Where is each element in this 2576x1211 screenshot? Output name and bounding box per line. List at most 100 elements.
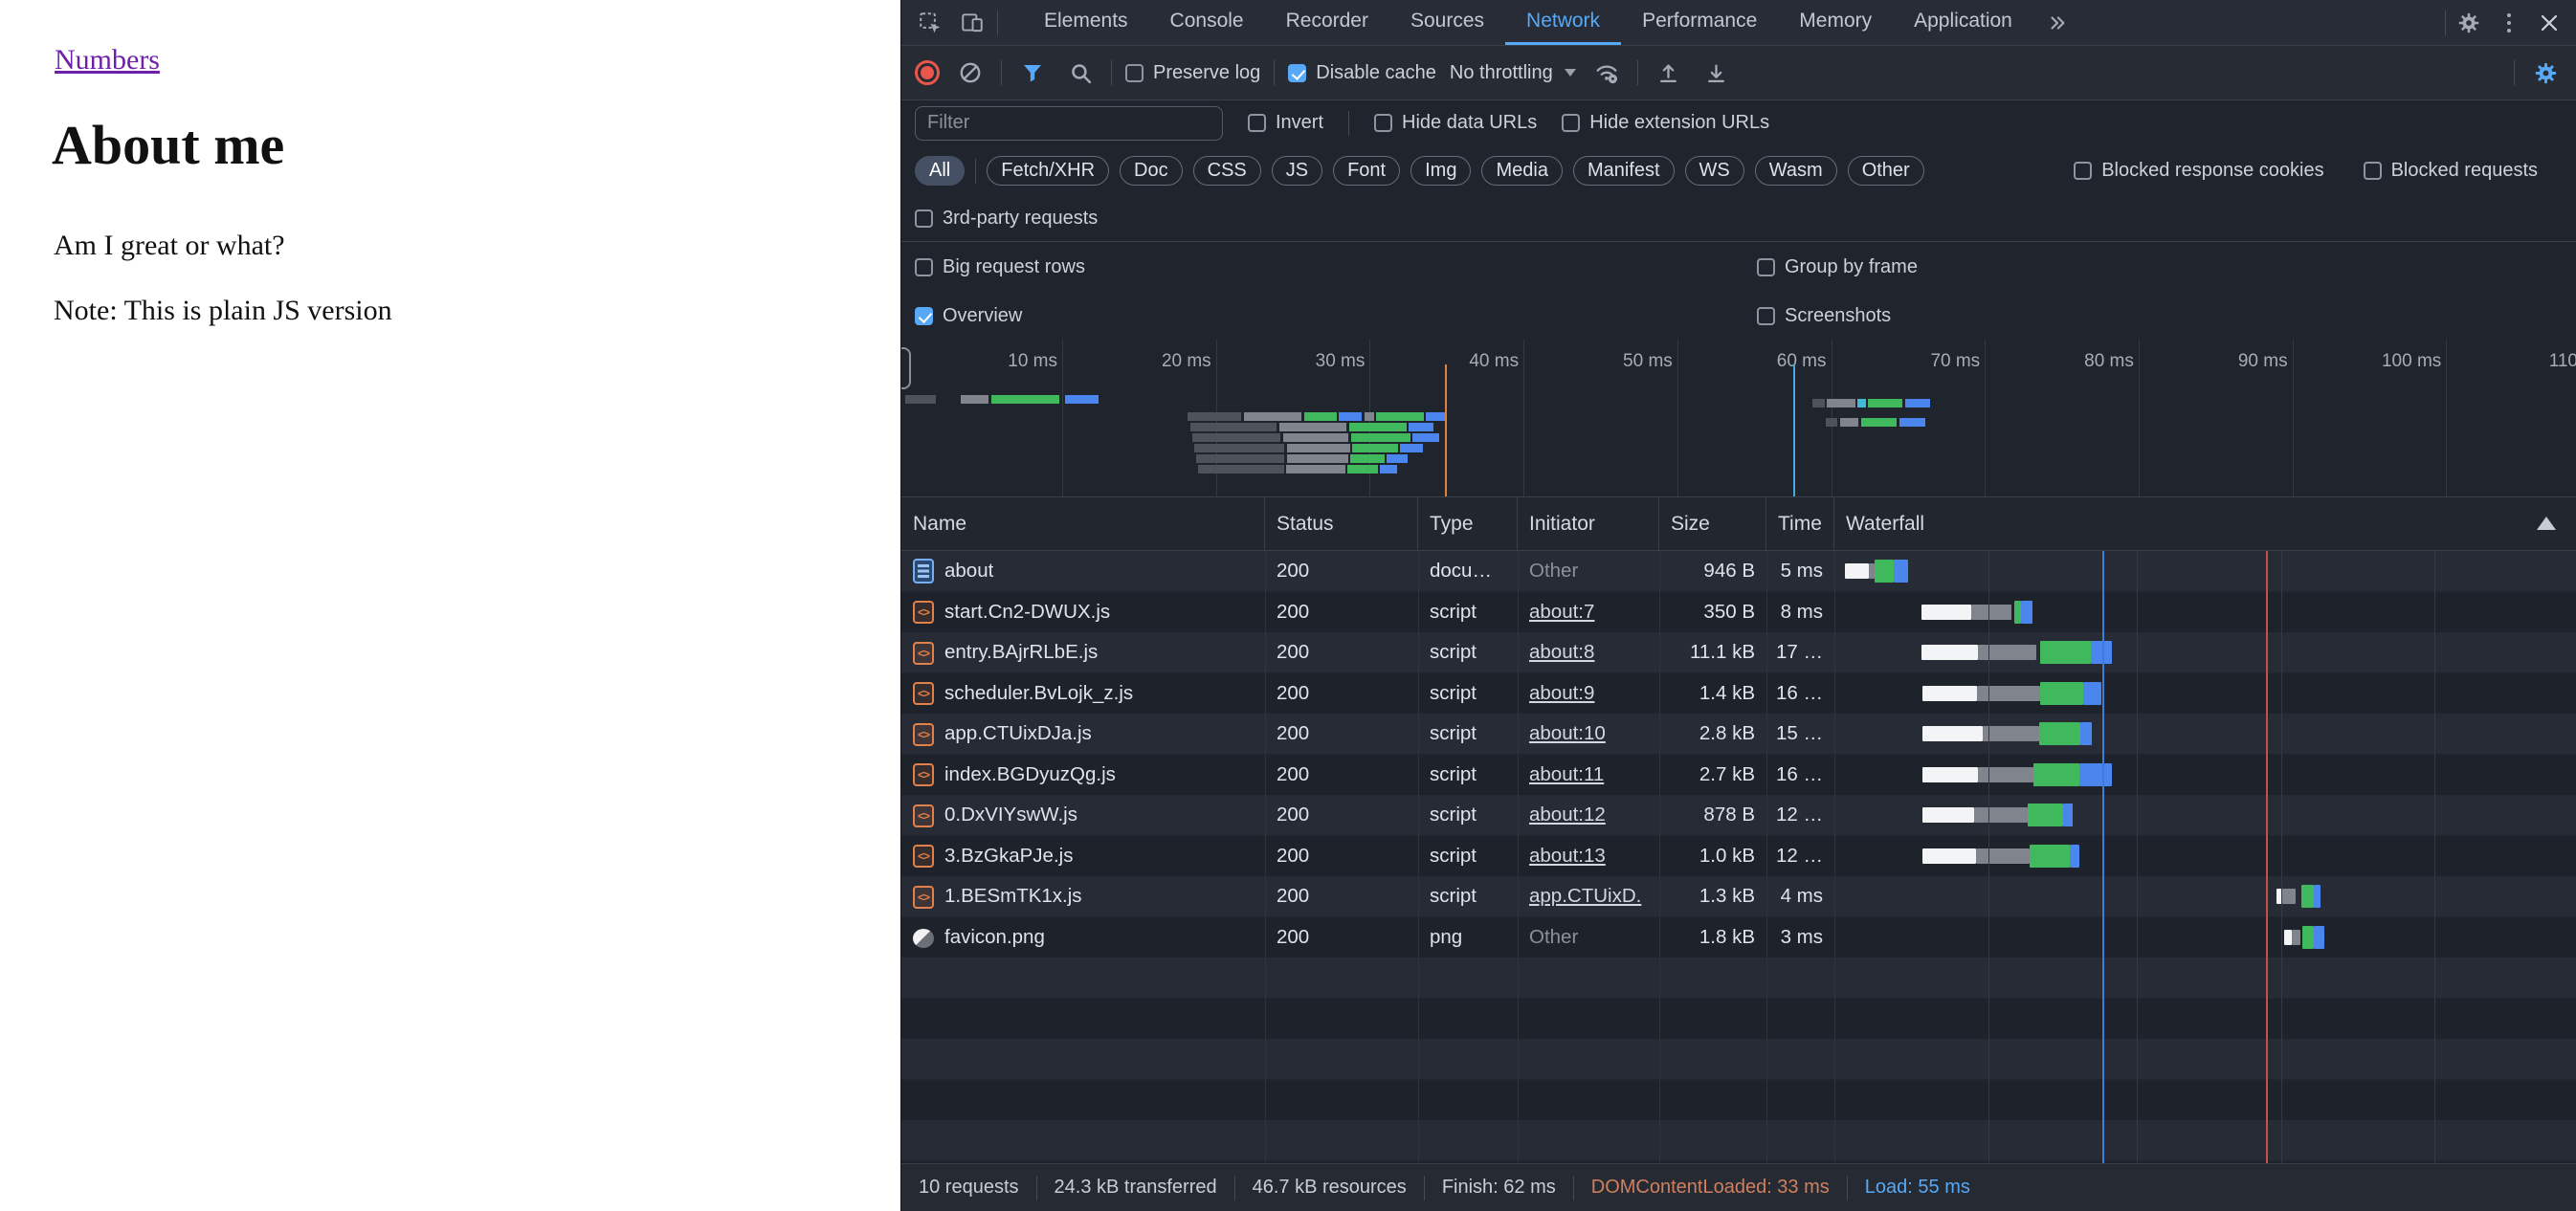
import-har-icon[interactable] bbox=[1652, 55, 1686, 90]
record-network-log-icon[interactable] bbox=[915, 60, 940, 85]
checkbox-unchecked[interactable] bbox=[2074, 162, 2093, 180]
blocked-response-cookies-checkbox[interactable]: Blocked response cookies bbox=[2074, 160, 2324, 182]
overview-resize-handle[interactable] bbox=[901, 347, 911, 389]
checkbox-checked[interactable] bbox=[915, 306, 933, 325]
preserve-log-checkbox[interactable]: Preserve log bbox=[1125, 62, 1260, 84]
filter-chip-css[interactable]: CSS bbox=[1192, 156, 1261, 186]
waterfall-cell[interactable] bbox=[1834, 592, 2576, 633]
waterfall-cell[interactable] bbox=[1834, 795, 2576, 836]
waterfall-cell[interactable] bbox=[1834, 836, 2576, 877]
inspect-element-icon[interactable] bbox=[913, 6, 947, 40]
initiator-link[interactable]: about:13 bbox=[1529, 844, 1606, 867]
table-row[interactable]: <> app.CTUixDJa.js 200 script about:10 2.8 kB… bbox=[901, 714, 2576, 755]
checkbox-unchecked[interactable] bbox=[1248, 114, 1266, 132]
menu-kebab-icon[interactable] bbox=[2492, 6, 2526, 40]
initiator-cell[interactable]: about:12 bbox=[1518, 795, 1659, 836]
column-header-initiator[interactable]: Initiator bbox=[1518, 497, 1659, 550]
checkbox-unchecked[interactable] bbox=[1562, 114, 1581, 132]
screenshots-checkbox[interactable]: Screenshots bbox=[1757, 305, 1891, 327]
tab-network[interactable]: Network bbox=[1505, 0, 1622, 45]
initiator-link[interactable]: about:12 bbox=[1529, 804, 1606, 826]
filter-chip-doc[interactable]: Doc bbox=[1120, 156, 1183, 186]
request-name-cell[interactable]: <> scheduler.BvLojk_z.js bbox=[901, 673, 1265, 715]
tab-sources[interactable]: Sources bbox=[1410, 10, 1485, 32]
filter-chip-media[interactable]: Media bbox=[1481, 156, 1563, 186]
request-name-cell[interactable]: <> 1.BESmTK1x.js bbox=[901, 876, 1265, 917]
initiator-cell[interactable]: about:11 bbox=[1518, 755, 1659, 796]
network-settings-gear-icon[interactable] bbox=[2528, 55, 2563, 90]
column-header-status[interactable]: Status bbox=[1265, 497, 1418, 550]
third-party-requests-checkbox[interactable]: 3rd-party requests bbox=[915, 208, 1098, 230]
clear-network-log-icon[interactable] bbox=[953, 55, 988, 90]
request-name-cell[interactable]: <> 0.DxVIYswW.js bbox=[901, 795, 1265, 836]
initiator-link[interactable]: app.CTUixD. bbox=[1529, 885, 1642, 908]
filter-funnel-icon[interactable] bbox=[1015, 55, 1050, 90]
table-row[interactable]: favicon.png 200 png Other 1.8 kB 3 ms bbox=[901, 917, 2576, 958]
initiator-cell[interactable]: app.CTUixD. bbox=[1518, 876, 1659, 917]
table-row[interactable]: <> 1.BESmTK1x.js 200 script app.CTUixD. 1.3 k… bbox=[901, 876, 2576, 917]
waterfall-cell[interactable] bbox=[1834, 755, 2576, 796]
initiator-cell[interactable]: about:10 bbox=[1518, 714, 1659, 755]
checkbox-unchecked[interactable] bbox=[1757, 257, 1775, 276]
tab-recorder[interactable]: Recorder bbox=[1285, 10, 1368, 32]
checkbox-checked[interactable] bbox=[1288, 63, 1307, 82]
initiator-link[interactable]: about:7 bbox=[1529, 600, 1595, 623]
waterfall-cell[interactable] bbox=[1834, 673, 2576, 715]
column-header-type[interactable]: Type bbox=[1418, 497, 1518, 550]
checkbox-unchecked[interactable] bbox=[2363, 162, 2382, 180]
tab-memory[interactable]: Memory bbox=[1799, 10, 1873, 32]
column-header-time[interactable]: Time bbox=[1766, 497, 1834, 550]
invert-checkbox[interactable]: Invert bbox=[1248, 112, 1323, 134]
checkbox-unchecked[interactable] bbox=[1125, 63, 1144, 82]
tab-application[interactable]: Application bbox=[1914, 10, 2012, 32]
checkbox-unchecked[interactable] bbox=[915, 257, 933, 276]
hide-data-urls-checkbox[interactable]: Hide data URLs bbox=[1374, 112, 1537, 134]
table-row[interactable]: <> 3.BzGkaPJe.js 200 script about:13 1.0 kB 12… bbox=[901, 836, 2576, 877]
search-icon[interactable] bbox=[1063, 55, 1098, 90]
table-row[interactable]: <> index.BGDyuzQg.js 200 script about:11 2.7 … bbox=[901, 755, 2576, 796]
tab-console[interactable]: Console bbox=[1169, 10, 1244, 32]
table-row[interactable]: <> entry.BAjrRLbE.js 200 script about:8 11.1 … bbox=[901, 632, 2576, 673]
initiator-link[interactable]: about:8 bbox=[1529, 641, 1595, 664]
table-row[interactable]: <> scheduler.BvLojk_z.js 200 script about:9 1… bbox=[901, 673, 2576, 715]
initiator-link[interactable]: about:9 bbox=[1529, 681, 1595, 704]
request-name-cell[interactable]: <> start.Cn2-DWUX.js bbox=[901, 592, 1265, 633]
table-row[interactable]: <> 0.DxVIYswW.js 200 script about:12 878 B 12 … bbox=[901, 795, 2576, 836]
filter-chip-all[interactable]: All bbox=[915, 156, 966, 186]
hide-extension-urls-checkbox[interactable]: Hide extension URLs bbox=[1562, 112, 1769, 134]
settings-gear-icon[interactable] bbox=[2452, 6, 2486, 40]
initiator-cell[interactable]: about:9 bbox=[1518, 673, 1659, 715]
initiator-link[interactable]: about:10 bbox=[1529, 722, 1606, 745]
blocked-requests-checkbox[interactable]: Blocked requests bbox=[2363, 160, 2538, 182]
throttling-dropdown[interactable]: No throttling bbox=[1450, 62, 1576, 84]
request-name-cell[interactable]: favicon.png bbox=[901, 917, 1265, 958]
tab-performance[interactable]: Performance bbox=[1642, 10, 1758, 32]
network-overview-timeline[interactable]: 10 ms 20 ms 30 ms 40 ms 50 ms 60 ms 70 ms 80 ms… bbox=[901, 340, 2576, 497]
initiator-cell[interactable]: about:7 bbox=[1518, 592, 1659, 633]
overview-checkbox[interactable]: Overview bbox=[915, 305, 1022, 327]
filter-chip-ws[interactable]: WS bbox=[1684, 156, 1744, 186]
request-name-cell[interactable]: <> entry.BAjrRLbE.js bbox=[901, 632, 1265, 673]
filter-chip-other[interactable]: Other bbox=[1847, 156, 1924, 186]
filter-chip-js[interactable]: JS bbox=[1271, 156, 1323, 186]
initiator-link[interactable]: about:11 bbox=[1529, 762, 1605, 785]
request-name-cell[interactable]: about bbox=[901, 551, 1265, 592]
tab-elements[interactable]: Elements bbox=[1044, 10, 1128, 32]
big-request-rows-checkbox[interactable]: Big request rows bbox=[915, 256, 1085, 278]
filter-chip-img[interactable]: Img bbox=[1410, 156, 1472, 186]
filter-chip-wasm[interactable]: Wasm bbox=[1754, 156, 1837, 186]
checkbox-unchecked[interactable] bbox=[1757, 306, 1775, 325]
more-tabs-icon[interactable] bbox=[2033, 0, 2081, 45]
export-har-icon[interactable] bbox=[1699, 55, 1734, 90]
column-header-size[interactable]: Size bbox=[1659, 497, 1766, 550]
filter-input[interactable] bbox=[915, 105, 1223, 141]
initiator-cell[interactable]: about:8 bbox=[1518, 632, 1659, 673]
network-conditions-icon[interactable] bbox=[1589, 55, 1624, 90]
filter-chip-manifest[interactable]: Manifest bbox=[1572, 156, 1675, 186]
initiator-cell[interactable]: about:13 bbox=[1518, 836, 1659, 877]
waterfall-cell[interactable] bbox=[1834, 917, 2576, 958]
column-header-waterfall[interactable]: Waterfall bbox=[1834, 497, 2576, 550]
waterfall-cell[interactable] bbox=[1834, 551, 2576, 592]
checkbox-unchecked[interactable] bbox=[915, 209, 933, 228]
filter-chip-fetch-xhr[interactable]: Fetch/XHR bbox=[987, 156, 1110, 186]
